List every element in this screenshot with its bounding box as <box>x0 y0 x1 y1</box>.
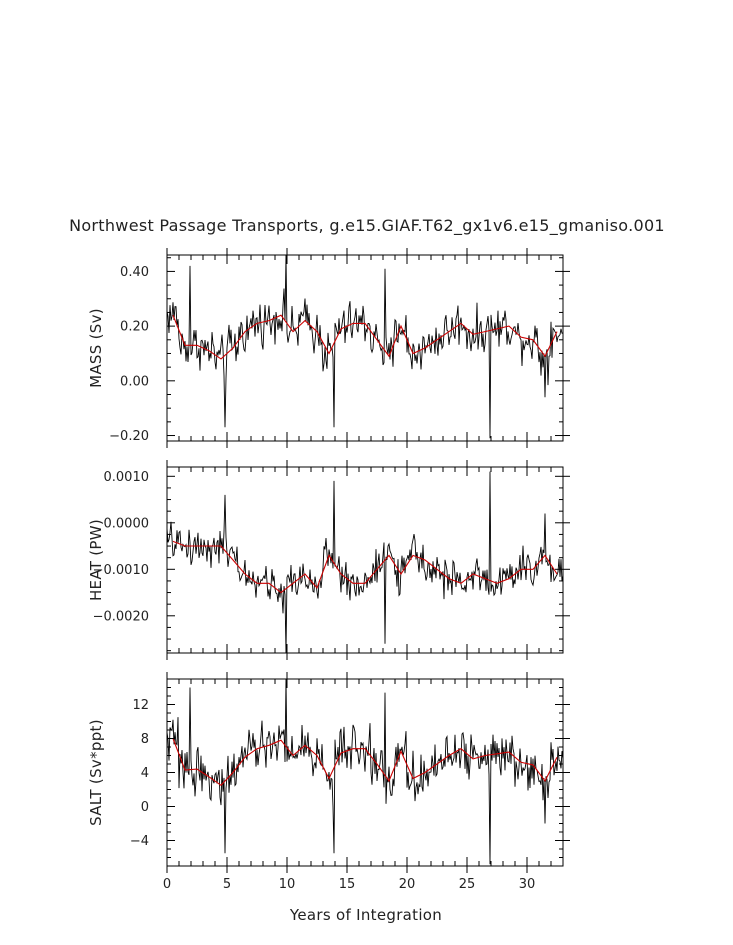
y-tick-label: 8 <box>141 732 149 747</box>
plot-frame <box>166 466 564 654</box>
annual-mean-line <box>172 314 558 360</box>
monthly-series-line <box>167 471 563 653</box>
y-axis-title: SALT (Sv*ppt) <box>87 719 105 826</box>
x-tick-label: 30 <box>519 877 536 892</box>
y-tick-label: −0.0020 <box>93 609 149 624</box>
y-tick-label: 4 <box>141 766 149 781</box>
y-tick-label: 0.40 <box>120 265 149 280</box>
y-tick-label: −4 <box>130 834 149 849</box>
y-tick-label: −0.0010 <box>93 563 149 578</box>
y-axis-title: HEAT (PW) <box>87 519 105 601</box>
x-tick-label: 0 <box>163 877 171 892</box>
y-tick-label: 0 <box>141 800 149 815</box>
panel-2: −0.0020 −0.0010 0.0000 0.0010 HEAT (PW) <box>87 460 570 660</box>
annual-mean-line <box>172 540 558 594</box>
y-tick-label: 0.0000 <box>104 516 150 531</box>
x-tick-label: 10 <box>279 877 296 892</box>
annual-mean-line <box>172 738 558 787</box>
plot-frame <box>166 678 564 867</box>
x-axis-title: Years of Integration <box>289 906 442 924</box>
x-tick-label: 25 <box>459 877 476 892</box>
panels: −0.20 0.00 0.20 0.40 MASS (Sv) −0.0020 −0.0010… <box>87 248 570 892</box>
monthly-series-line <box>167 679 563 865</box>
y-tick-label: 0.20 <box>120 320 149 335</box>
y-axis-title: MASS (Sv) <box>87 308 105 388</box>
panel-1: −0.20 0.00 0.20 0.40 MASS (Sv) <box>87 248 570 448</box>
x-tick-label: 20 <box>399 877 416 892</box>
chart-title: Northwest Passage Transports, g.e15.GIAF… <box>69 216 665 236</box>
plot-frame <box>166 254 564 442</box>
panel-3: 0 5 10 15 20 25 30 −4 0 4 8 12 SALT (Sv*ppt) <box>87 672 570 892</box>
y-tick-label: −0.20 <box>109 429 149 444</box>
x-tick-label: 5 <box>223 877 231 892</box>
y-tick-label: 0.0010 <box>104 470 150 485</box>
monthly-series-line <box>167 255 563 439</box>
x-tick-label: 15 <box>339 877 356 892</box>
y-tick-label: 12 <box>132 698 149 713</box>
y-tick-label: 0.00 <box>120 374 149 389</box>
